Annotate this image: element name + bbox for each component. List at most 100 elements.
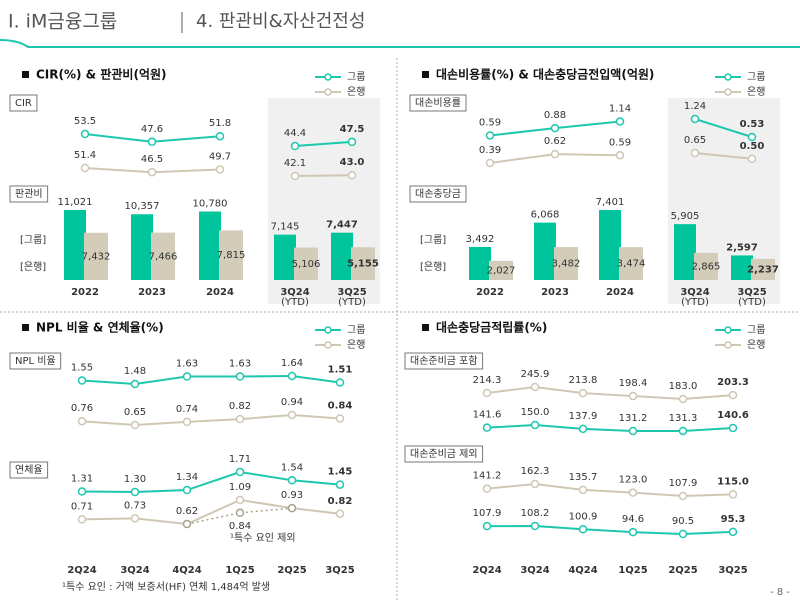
value-label: 0.71 [71, 501, 93, 512]
series-point [550, 123, 560, 133]
bar [64, 210, 86, 280]
series-point [147, 167, 157, 177]
row-label-box [9, 94, 38, 112]
legend-marker [724, 341, 732, 349]
series-point [215, 131, 225, 141]
series-point [747, 132, 757, 142]
value-label: 203.3 [717, 377, 749, 388]
x-tick-label: 2022 [476, 287, 504, 298]
row-label: NPL 비율 [15, 355, 56, 367]
value-label: 0.62 [544, 136, 566, 147]
series-point [485, 131, 495, 140]
series-point [628, 488, 638, 497]
series-point [530, 420, 540, 430]
legend-marker [324, 73, 332, 81]
legend-label: 그룹 [347, 324, 365, 336]
series-point [130, 514, 140, 523]
series-tag: [그룹] [420, 234, 446, 246]
value-label: 0.84 [229, 521, 251, 532]
series-tag: [은행] [20, 261, 46, 273]
series-point [678, 491, 688, 501]
series-point [678, 426, 688, 436]
bar [351, 247, 375, 280]
bar-value-label: 2,597 [726, 242, 758, 253]
series-point [728, 390, 738, 400]
series-point [235, 467, 245, 477]
value-label: 150.0 [521, 407, 550, 418]
legend-label: 그룹 [347, 71, 365, 83]
series-line [81, 374, 341, 386]
series-point [182, 519, 192, 529]
value-label: 1.71 [229, 454, 251, 465]
value-label: 140.6 [717, 410, 749, 421]
bar [219, 230, 243, 280]
value-label: 141.2 [473, 471, 502, 482]
x-tick-label: 3Q24 [680, 287, 709, 298]
title-marker [422, 71, 429, 78]
bar-value-label: 6,068 [531, 210, 560, 221]
series-point [335, 480, 345, 489]
bar [534, 222, 556, 280]
series-point [77, 487, 87, 496]
x-tick-label: 2024 [606, 287, 634, 298]
bar [599, 210, 621, 280]
series-point [728, 490, 738, 499]
series-point [80, 129, 90, 139]
page-title: 4. 판관비&자산건전성 [196, 11, 365, 32]
value-label: 44.4 [284, 128, 306, 139]
row-label: 대손준비금 포함 [410, 355, 478, 367]
x-tick-label: 3Q25 [325, 565, 354, 576]
series-line [81, 470, 341, 494]
chart-title: NPL 비율 & 연체율(%) [36, 320, 164, 335]
series-point [530, 479, 540, 489]
x-tick-label: 3Q24 [120, 565, 149, 576]
series-point [578, 424, 588, 434]
value-label: 245.9 [521, 369, 550, 380]
value-label: 1.64 [281, 358, 303, 369]
value-label: 0.84 [328, 400, 353, 411]
row-label-box [9, 461, 49, 479]
bar-value-label: 2,237 [747, 264, 779, 275]
series-point [530, 521, 540, 531]
series-line [294, 174, 353, 177]
series-point [215, 165, 225, 174]
bar-value-label: 2,027 [487, 265, 516, 276]
series-line [486, 524, 734, 536]
value-label: 214.3 [473, 375, 502, 386]
bar-value-label: 3,482 [552, 259, 581, 270]
bar [331, 232, 353, 280]
value-label: 0.76 [71, 403, 93, 414]
row-label-box [9, 185, 49, 203]
x-tick-note: (YTD) [738, 297, 766, 308]
series-point [347, 137, 357, 147]
value-label: 0.62 [176, 506, 198, 517]
x-tick-label: 3Q25 [337, 287, 366, 298]
bar [751, 258, 775, 280]
x-tick-label: 2023 [541, 287, 569, 298]
bar-value-label: 7,401 [596, 197, 625, 208]
series-point [347, 170, 357, 180]
series-point [690, 114, 700, 124]
series-point [482, 484, 492, 493]
value-label: 51.4 [74, 150, 96, 161]
x-tick-label: 3Q24 [280, 287, 309, 298]
title-marker [22, 324, 29, 331]
row-label: 대손충당금 [415, 188, 461, 200]
legend-label: 은행 [747, 86, 765, 98]
row-label-box [404, 445, 484, 463]
bar-value-label: 5,106 [292, 259, 321, 270]
series-point [235, 414, 245, 424]
bar [199, 211, 221, 280]
series-point [628, 391, 638, 401]
annotation: ¹특수 요인 제외 [230, 532, 296, 544]
x-tick-note: (YTD) [681, 297, 709, 308]
value-label: 0.53 [740, 119, 765, 130]
series-point [482, 521, 492, 531]
series-point [550, 149, 560, 159]
x-tick-label: 3Q25 [737, 287, 766, 298]
value-label: 1.14 [609, 104, 631, 115]
series-point [235, 372, 245, 381]
x-tick-label: 1Q25 [618, 565, 647, 576]
series-point [77, 515, 87, 524]
